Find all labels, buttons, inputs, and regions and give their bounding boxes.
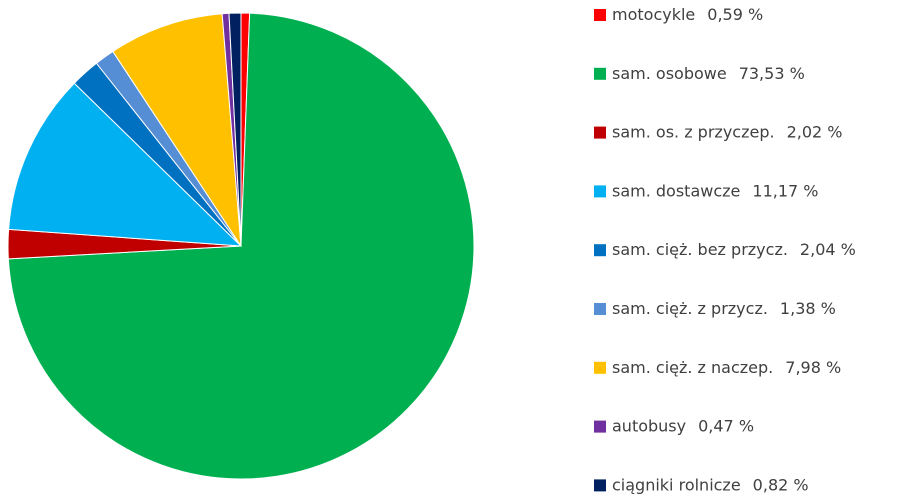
legend-label: ciągniki rolnicze 0,82 % xyxy=(612,475,809,494)
legend-swatch xyxy=(594,361,606,374)
legend-swatch xyxy=(594,479,606,492)
legend-value: 11,17 % xyxy=(752,181,818,200)
legend-label: autobusy 0,47 % xyxy=(612,416,754,435)
pie-slice xyxy=(112,13,242,247)
legend-name: sam. cięż. bez przycz. xyxy=(612,240,788,259)
legend-swatch xyxy=(594,420,606,433)
pie-slice xyxy=(228,12,242,247)
pie-slice xyxy=(8,82,243,247)
legend-value: 0,59 % xyxy=(707,5,763,24)
legend-label: sam. cięż. z naczep. 7,98 % xyxy=(612,357,841,376)
legend-swatch xyxy=(594,185,606,198)
legend-name: sam. dostawcze xyxy=(612,181,740,200)
legend-value: 2,04 % xyxy=(800,240,856,259)
legend-name: autobusy xyxy=(612,416,686,435)
legend-value: 0,82 % xyxy=(753,475,809,494)
legend-name: sam. cięż. z przycz. xyxy=(612,299,768,318)
legend-value: 1,38 % xyxy=(780,299,836,318)
legend-value: 2,02 % xyxy=(787,122,843,141)
legend-swatch xyxy=(594,303,606,315)
legend-name: motocykle xyxy=(612,5,695,24)
legend-label: sam. osobowe 73,53 % xyxy=(612,63,805,82)
legend-value: 0,47 % xyxy=(698,416,754,435)
legend-value: 73,53 % xyxy=(739,63,805,82)
legend-label: sam. cięż. z przycz. 1,38 % xyxy=(612,299,836,318)
legend-name: sam. osobowe xyxy=(612,63,727,82)
legend-name: sam. cięż. z naczep. xyxy=(612,357,773,376)
legend-swatch xyxy=(594,244,606,257)
legend-swatch xyxy=(594,67,606,80)
legend-name: sam. os. z przyczep. xyxy=(612,122,775,141)
legend-label: sam. os. z przyczep. 2,02 % xyxy=(612,122,842,141)
legend-swatch xyxy=(594,126,606,139)
legend-value: 7,98 % xyxy=(785,357,841,376)
legend-label: sam. dostawcze 11,17 % xyxy=(612,181,818,200)
legend-label: sam. cięż. bez przycz. 2,04 % xyxy=(612,240,856,259)
legend-name: ciągniki rolnicze xyxy=(612,475,741,494)
legend-label: motocykle 0,59 % xyxy=(612,5,763,24)
legend-swatch xyxy=(594,9,606,21)
